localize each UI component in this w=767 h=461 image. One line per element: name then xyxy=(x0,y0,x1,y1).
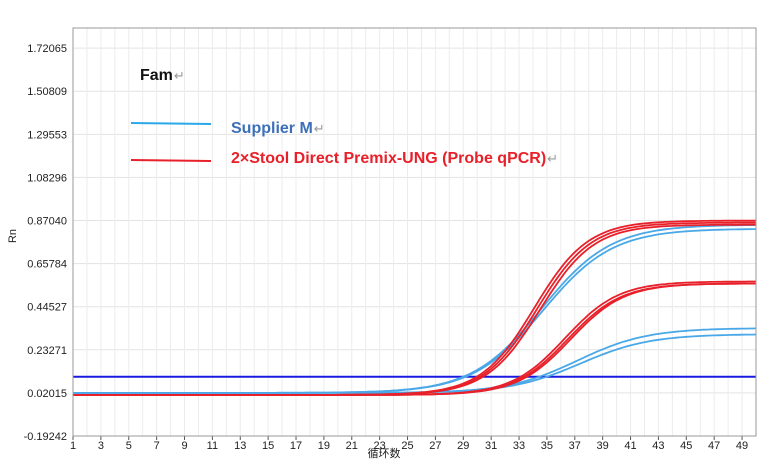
y-tick-label: 0.44527 xyxy=(27,302,67,314)
legend-label-stool-premix: 2×Stool Direct Premix-UNG (Probe qPCR)↵ xyxy=(231,150,558,167)
legend-swatch-supplier-m xyxy=(130,122,212,125)
amplification-curve-3 xyxy=(73,327,757,394)
x-tick-label: 17 xyxy=(290,440,302,452)
amplification-curve-9 xyxy=(73,282,756,396)
amplification-curves xyxy=(73,219,757,396)
y-tick-label: -0.19242 xyxy=(24,431,67,443)
x-tick-label: 15 xyxy=(262,440,274,452)
x-tick-label: 13 xyxy=(234,440,246,452)
amplification-curve-5 xyxy=(73,219,757,396)
x-tick-label: 1 xyxy=(70,440,76,452)
x-tick-label: 3 xyxy=(98,440,104,452)
x-tick-label: 49 xyxy=(736,440,748,452)
axes xyxy=(72,27,757,440)
y-tick-label: 0.87040 xyxy=(27,216,67,228)
x-tick-label: 45 xyxy=(680,440,692,452)
x-tick-label: 47 xyxy=(708,440,720,452)
x-tick-label: 41 xyxy=(624,440,636,452)
x-tick-label: 23 xyxy=(374,440,386,452)
x-tick-label: 43 xyxy=(652,440,664,452)
x-tick-label: 31 xyxy=(485,440,497,452)
amplification-curve-7 xyxy=(73,223,756,396)
amplification-curve-8 xyxy=(73,280,756,396)
x-tick-label: 37 xyxy=(569,440,581,452)
x-tick-label: 27 xyxy=(429,440,441,452)
x-tick-label: 29 xyxy=(457,440,469,452)
amplification-curve-1 xyxy=(73,224,757,394)
amplification-curve-4 xyxy=(73,333,757,394)
amplification-curve-6 xyxy=(73,221,756,396)
amplification-curve-2 xyxy=(73,228,756,394)
grid xyxy=(72,28,757,437)
legend: Fam↵ Supplier M↵ 2×Stool Direct Premix-U… xyxy=(130,67,558,167)
y-tick-label: 1.29553 xyxy=(27,129,67,141)
x-tick-label: 21 xyxy=(346,440,358,452)
x-tick-label: 39 xyxy=(597,440,609,452)
x-tick-label: 9 xyxy=(181,440,187,452)
x-tick-label: 25 xyxy=(401,440,413,452)
y-tick-label: 1.50809 xyxy=(27,86,67,98)
tick-labels: -0.19242 0.02015 0.23271 0.44527 0.65784 0.87… xyxy=(24,43,749,452)
x-tick-label: 33 xyxy=(513,440,525,452)
x-tick-label: 35 xyxy=(541,440,553,452)
amplification-curve-10 xyxy=(73,282,756,396)
legend-title: Fam↵ xyxy=(140,67,185,84)
x-axis-label: 循环数 xyxy=(368,447,401,460)
x-tick-label: 11 xyxy=(207,440,218,452)
plot-frame xyxy=(72,27,757,437)
y-tick-label: 0.02015 xyxy=(27,388,67,400)
x-tick-label: 19 xyxy=(318,440,330,452)
y-tick-label: 1.08296 xyxy=(27,172,67,184)
x-tick-label: 5 xyxy=(126,440,132,452)
y-tick-label: 0.65784 xyxy=(27,259,67,271)
legend-label-supplier-m: Supplier M↵ xyxy=(231,120,325,137)
x-tick-label: 7 xyxy=(154,440,160,452)
y-tick-label: 0.23271 xyxy=(27,345,67,357)
legend-swatch-stool-premix xyxy=(130,159,212,162)
y-axis-label: Rn xyxy=(7,229,19,243)
y-tick-label: 1.72065 xyxy=(27,43,67,55)
